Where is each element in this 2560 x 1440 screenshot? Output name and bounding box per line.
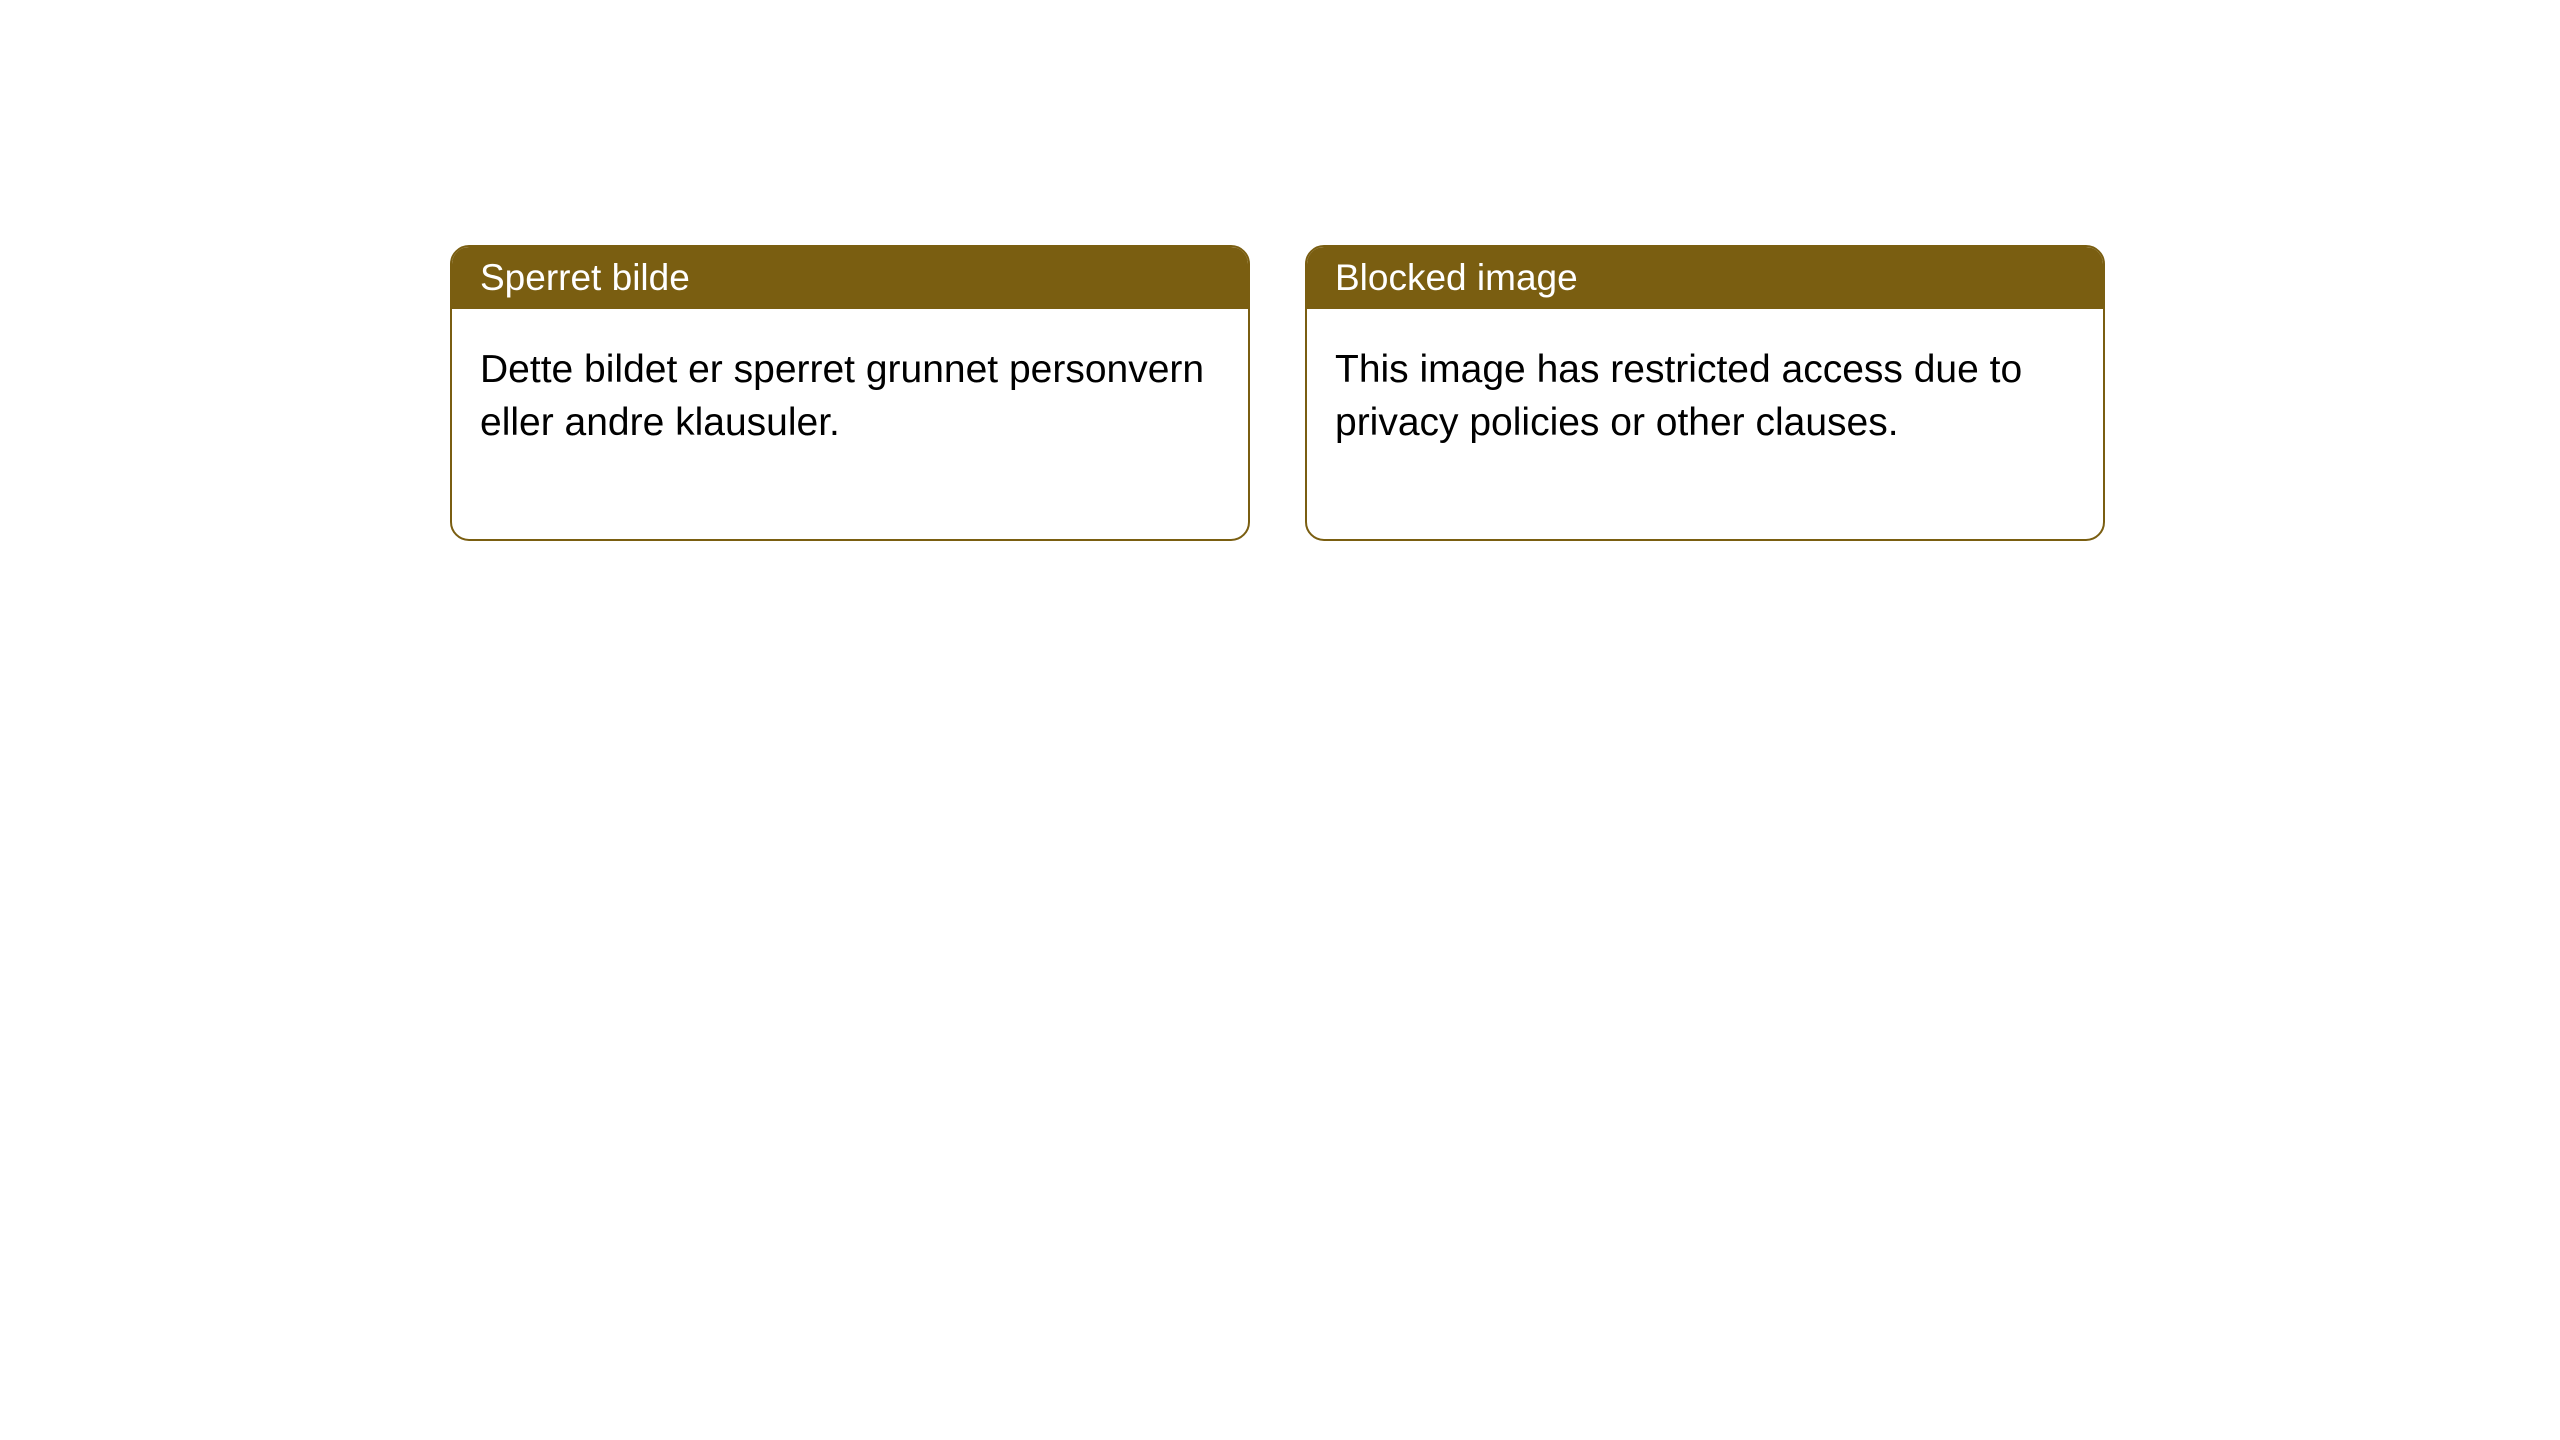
notice-body-eng: This image has restricted access due to … [1307, 309, 2103, 539]
notice-title-eng: Blocked image [1335, 257, 1578, 298]
notice-text-eng: This image has restricted access due to … [1335, 348, 2022, 444]
notice-card-eng: Blocked image This image has restricted … [1305, 245, 2105, 541]
notice-container: Sperret bilde Dette bildet er sperret gr… [450, 245, 2105, 541]
notice-text-nor: Dette bildet er sperret grunnet personve… [480, 348, 1204, 444]
notice-title-nor: Sperret bilde [480, 257, 690, 298]
notice-card-nor: Sperret bilde Dette bildet er sperret gr… [450, 245, 1250, 541]
notice-header-nor: Sperret bilde [452, 247, 1248, 309]
notice-body-nor: Dette bildet er sperret grunnet personve… [452, 309, 1248, 539]
notice-header-eng: Blocked image [1307, 247, 2103, 309]
